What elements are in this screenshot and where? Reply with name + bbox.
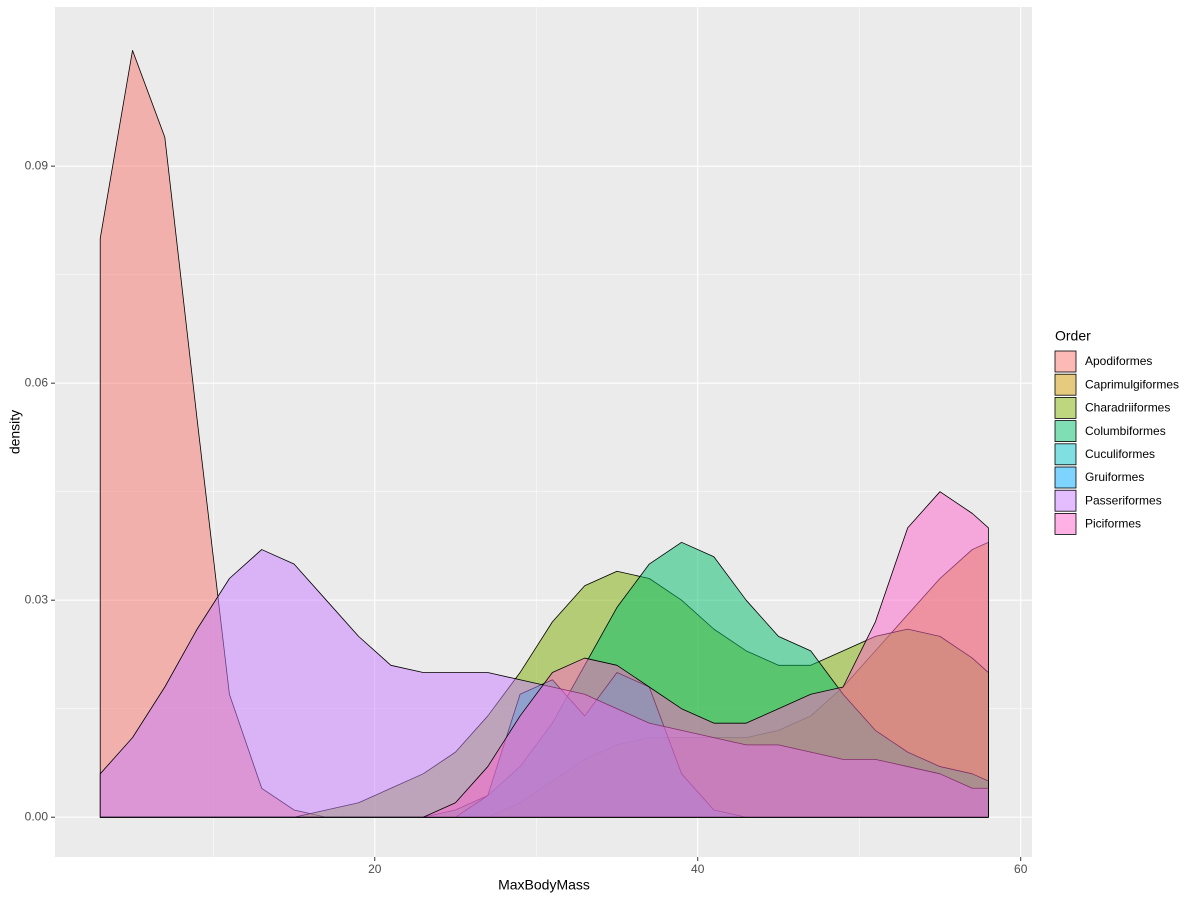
legend-key bbox=[1054, 396, 1077, 419]
legend-title: Order bbox=[1055, 328, 1091, 344]
x-tick-label: 40 bbox=[691, 862, 705, 876]
y-tick-label: 0.03 bbox=[25, 592, 49, 606]
y-tick-label: 0.00 bbox=[25, 809, 49, 823]
legend-label: Columbiformes bbox=[1085, 424, 1166, 438]
x-tick-label: 20 bbox=[368, 862, 382, 876]
y-axis-title: density bbox=[7, 410, 23, 454]
legend-key bbox=[1054, 373, 1077, 396]
y-tick-label: 0.06 bbox=[25, 375, 49, 389]
legend-label: Caprimulgiformes bbox=[1085, 377, 1179, 391]
x-axis-title: MaxBodyMass bbox=[498, 877, 590, 893]
legend-label: Cuculiformes bbox=[1085, 447, 1155, 461]
x-tick-label: 60 bbox=[1014, 862, 1028, 876]
density-area bbox=[99, 491, 989, 818]
legend-key bbox=[1054, 443, 1077, 466]
legend-label: Passeriformes bbox=[1085, 493, 1162, 507]
legend-key bbox=[1054, 466, 1077, 489]
legend-key bbox=[1054, 513, 1077, 535]
legend-label: Piciformes bbox=[1085, 517, 1141, 531]
legend-key bbox=[1054, 420, 1077, 443]
legend-key bbox=[1054, 489, 1077, 512]
legend-key bbox=[1054, 350, 1077, 373]
legend-label: Charadriiformes bbox=[1085, 401, 1170, 415]
legend-label: Gruiformes bbox=[1085, 470, 1144, 484]
y-tick-label: 0.09 bbox=[25, 158, 49, 172]
legend-label: Apodiformes bbox=[1085, 354, 1152, 368]
